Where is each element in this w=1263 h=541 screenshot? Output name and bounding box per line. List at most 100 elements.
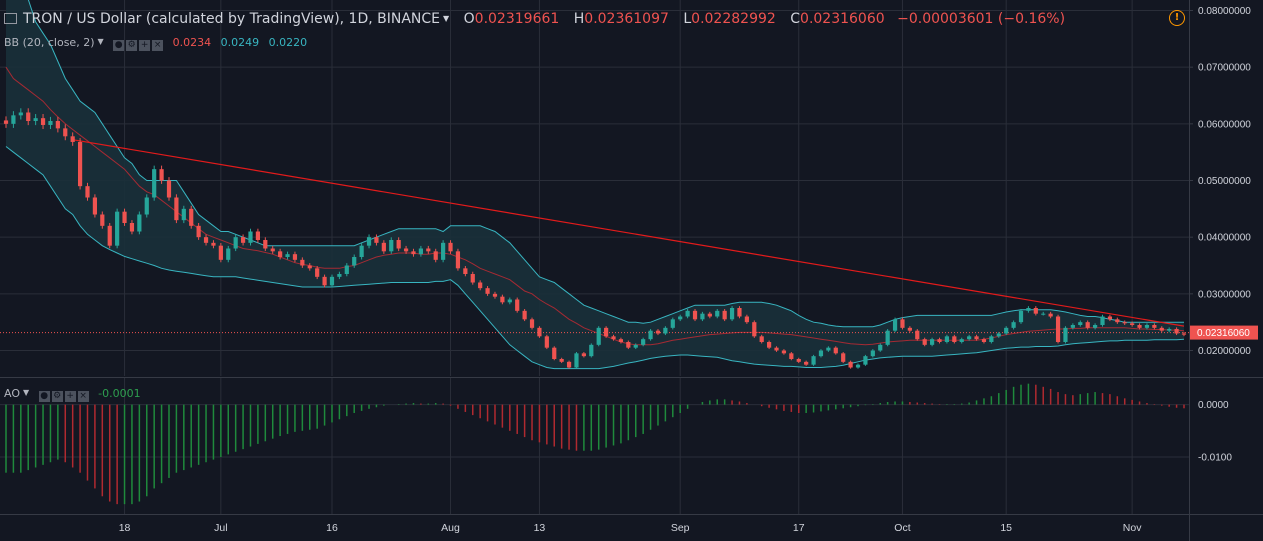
candle (967, 334, 972, 341)
candle (729, 306, 735, 322)
low-label: L (683, 11, 692, 27)
candle (270, 245, 275, 254)
collapse-legend-icon[interactable] (4, 13, 17, 24)
candle (455, 248, 461, 271)
candle (137, 211, 142, 235)
candle (529, 317, 535, 330)
eye-icon[interactable]: ● (113, 40, 125, 51)
close-icon[interactable]: × (77, 391, 89, 402)
ao-label[interactable]: AO (4, 387, 20, 400)
candle (633, 343, 638, 350)
candle (278, 248, 283, 260)
candle (944, 334, 950, 344)
candle (604, 326, 609, 338)
candle (1011, 320, 1016, 330)
plus-icon[interactable]: + (64, 391, 76, 402)
candle (448, 240, 453, 254)
candle (589, 343, 594, 358)
bb-lower-line (5, 146, 1185, 370)
candle (129, 220, 135, 235)
chevron-down-icon[interactable]: ▼ (97, 37, 104, 46)
awesome-oscillator-bars (5, 383, 1185, 505)
candle (863, 354, 868, 366)
candle (848, 360, 853, 369)
candle (1100, 314, 1105, 327)
candle (1181, 331, 1187, 337)
candle (381, 240, 386, 254)
candle (11, 111, 16, 128)
candle (389, 237, 394, 254)
candle (70, 132, 75, 146)
open-label: O (463, 11, 475, 27)
candle (641, 337, 646, 347)
candle (366, 234, 372, 249)
alert-icon[interactable]: ! (1169, 10, 1185, 26)
candle (485, 286, 490, 296)
change-value: −0.00003601 (−0.16%) (897, 11, 1066, 27)
candle (552, 346, 557, 361)
candle (403, 245, 409, 254)
plus-icon[interactable]: + (139, 40, 151, 51)
candle (959, 337, 964, 344)
price-tick-label: 0.03000000 (1198, 289, 1251, 300)
candle (100, 211, 105, 229)
candle (1018, 308, 1024, 324)
candle (907, 326, 912, 333)
gear-icon[interactable]: ⚙ (126, 40, 138, 51)
ao-tick-label: 0.0000 (1198, 400, 1229, 411)
candle (1070, 323, 1075, 330)
candle (1048, 311, 1053, 319)
candle (463, 265, 468, 277)
candle (1174, 327, 1179, 336)
price-tick-label: 0.06000000 (1198, 119, 1251, 130)
candle (174, 194, 179, 224)
candle (663, 326, 668, 336)
candle (981, 337, 987, 344)
price-tick-label: 0.05000000 (1198, 176, 1251, 187)
candle (1115, 317, 1120, 324)
eye-icon[interactable]: ● (38, 391, 50, 402)
candle (92, 194, 98, 218)
candle (359, 243, 364, 260)
candle (470, 271, 475, 285)
candle (307, 263, 312, 271)
time-axis-label: 17 (793, 522, 805, 534)
time-axis-label: Nov (1123, 522, 1142, 534)
candle (374, 234, 379, 246)
candle (337, 271, 342, 280)
candle (1152, 323, 1157, 330)
candle (885, 329, 890, 347)
chevron-down-icon[interactable]: ▼ (23, 388, 30, 397)
candle (818, 349, 824, 358)
candle (692, 308, 698, 322)
candle (300, 257, 305, 268)
bb-upper-line (27, 0, 1184, 328)
candle (878, 343, 883, 352)
candle (1063, 326, 1068, 344)
symbol-title[interactable]: TRON / US Dollar (calculated by TradingV… (23, 11, 441, 27)
candle (181, 205, 186, 224)
candle (685, 308, 690, 319)
time-axis-label: Jul (214, 522, 227, 534)
time-axis-label: 15 (1000, 522, 1012, 534)
bb-label[interactable]: BB (20, close, 2) (4, 36, 95, 49)
candle (85, 182, 90, 201)
last-price-badge (1190, 325, 1258, 340)
candle (930, 337, 935, 347)
candle (507, 297, 512, 305)
candle (759, 334, 764, 344)
candle (796, 357, 801, 364)
candle (700, 311, 705, 322)
candle (196, 222, 201, 240)
candle (144, 194, 149, 218)
close-icon[interactable]: × (152, 40, 164, 51)
candle (900, 317, 905, 330)
candle (500, 294, 505, 305)
time-axis-label: 18 (119, 522, 131, 534)
candle (411, 248, 416, 257)
chevron-down-icon[interactable]: ▼ (443, 14, 450, 23)
trendline[interactable] (72, 139, 1185, 327)
candlesticks (3, 108, 1187, 369)
gear-icon[interactable]: ⚙ (51, 391, 63, 402)
